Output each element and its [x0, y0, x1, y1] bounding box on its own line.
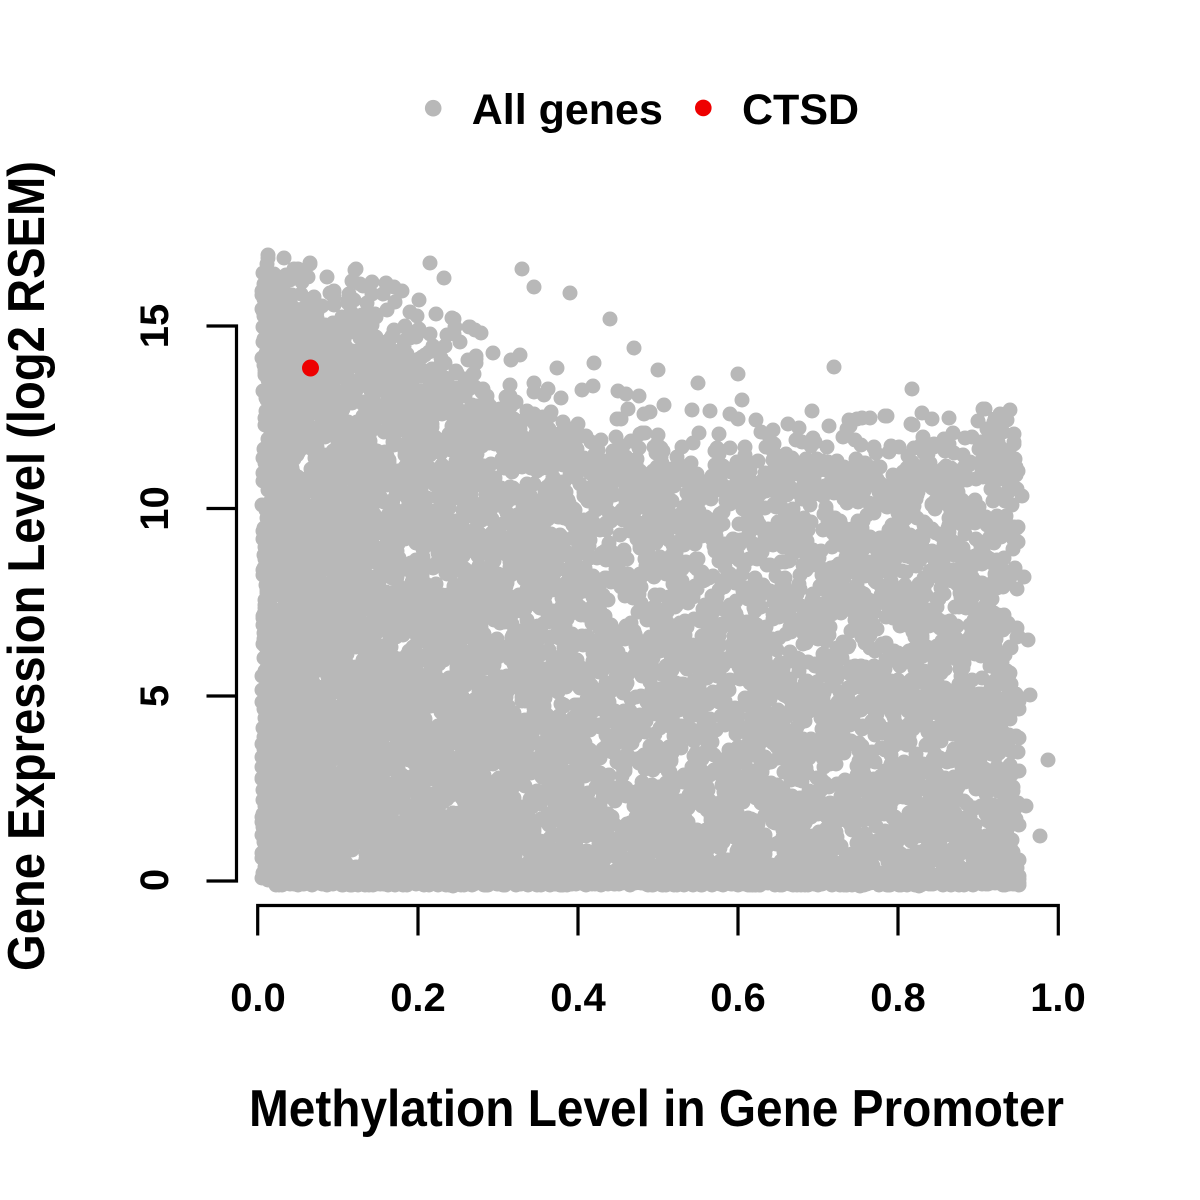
svg-text:5: 5 — [133, 685, 177, 707]
svg-text:Gene Expression Level (log2 RS: Gene Expression Level (log2 RSEM) — [0, 161, 56, 971]
svg-text:0.4: 0.4 — [550, 976, 606, 1020]
svg-text:0.0: 0.0 — [230, 976, 286, 1020]
svg-text:0.2: 0.2 — [390, 976, 446, 1020]
svg-text:CTSD: CTSD — [742, 86, 859, 134]
svg-text:0: 0 — [133, 869, 177, 891]
svg-text:All genes: All genes — [472, 86, 663, 134]
svg-text:0.8: 0.8 — [870, 976, 926, 1020]
svg-text:Methylation Level in Gene Prom: Methylation Level in Gene Promoter — [249, 1080, 1064, 1138]
svg-text:15: 15 — [133, 304, 177, 349]
svg-text:0.6: 0.6 — [710, 976, 766, 1020]
svg-text:1.0: 1.0 — [1030, 976, 1086, 1020]
svg-text:10: 10 — [133, 486, 177, 531]
